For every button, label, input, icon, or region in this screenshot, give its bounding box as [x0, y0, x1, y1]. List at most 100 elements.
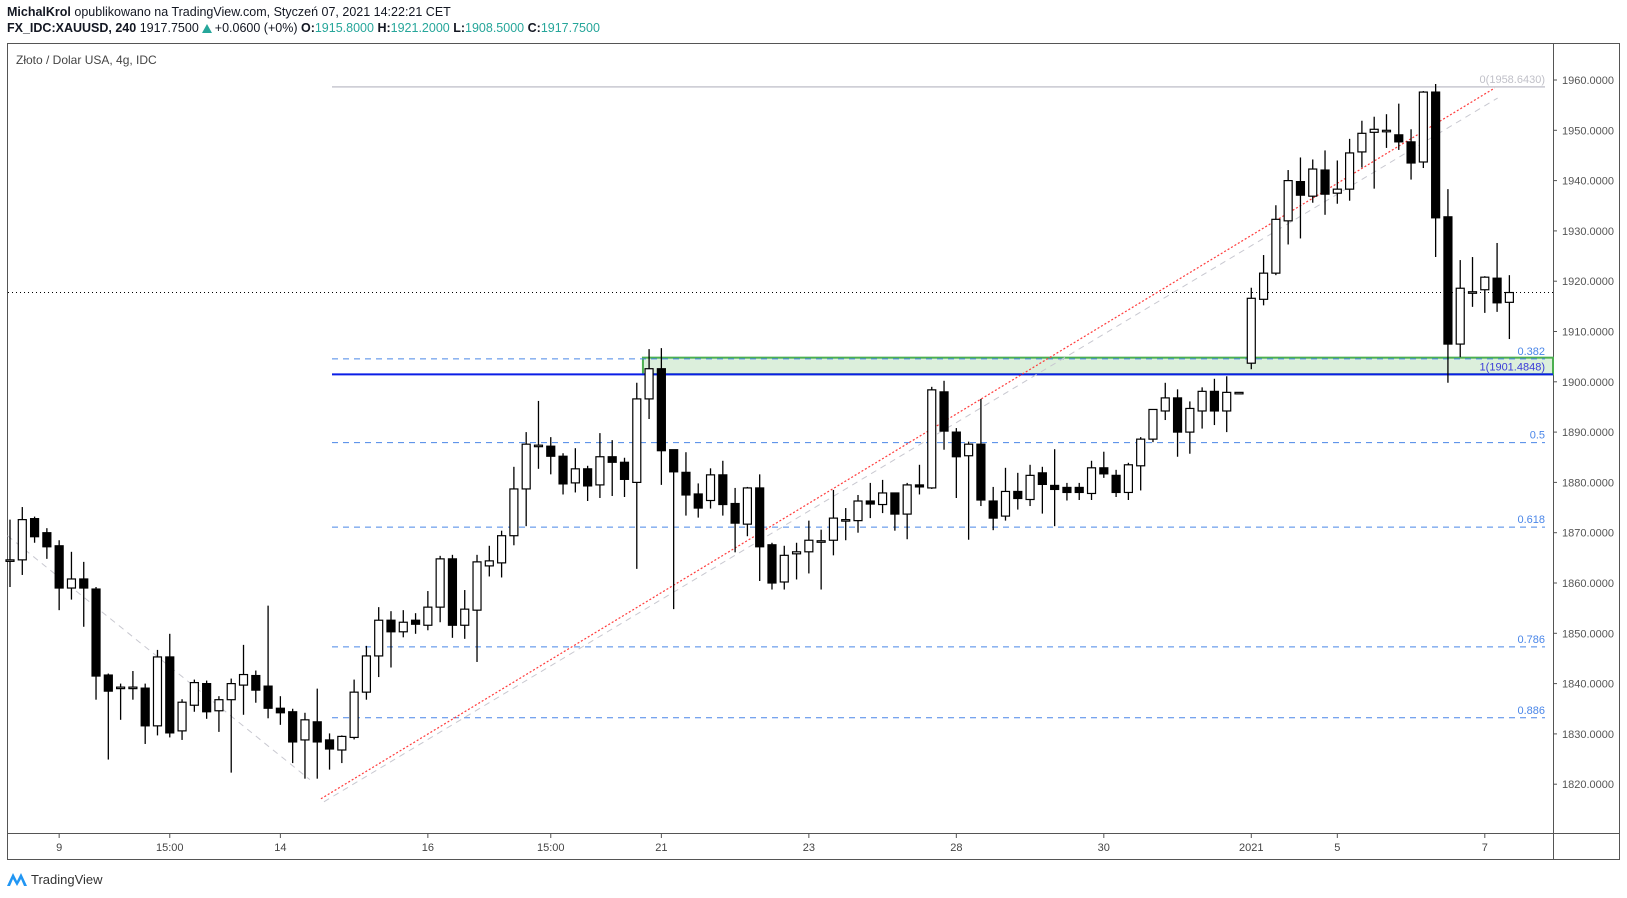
candle-body [1295, 181, 1306, 196]
close-label: C: [527, 21, 541, 35]
bearish-candle [1320, 150, 1330, 215]
bearish-candle [1443, 189, 1453, 383]
bullish-candle [398, 610, 408, 638]
bearish-candle [251, 670, 261, 703]
bullish-candle [570, 448, 580, 493]
candle-body [1480, 276, 1490, 291]
candle-body [1467, 291, 1478, 294]
bearish-candle [263, 605, 273, 719]
bearish-candle [54, 540, 64, 611]
bullish-candle [1345, 138, 1355, 201]
bullish-candle [214, 696, 224, 732]
time-tick-label: 16 [422, 842, 434, 854]
bearish-candle [1050, 449, 1060, 527]
bearish-candle [558, 453, 568, 495]
bullish-candle [1160, 382, 1170, 421]
price-tick-label: 1950.0000 [1562, 125, 1614, 137]
bearish-candle [546, 437, 556, 475]
bullish-candle [1357, 120, 1367, 168]
open-value: 1915.8000 [314, 21, 374, 35]
candle-body [1357, 132, 1367, 153]
candle-body [398, 621, 408, 633]
candle-body [189, 681, 199, 706]
price-tick-label: 1930.0000 [1562, 226, 1614, 238]
bearish-candle [1013, 472, 1023, 510]
candle-body [42, 532, 52, 548]
bullish-candle [1504, 275, 1514, 340]
candle-body [5, 559, 15, 562]
candle-body [1431, 91, 1441, 219]
candle-body [521, 443, 531, 490]
candle-body [1308, 168, 1318, 197]
bullish-candle [1185, 401, 1195, 454]
bearish-candle [865, 482, 875, 519]
publish-info: MichalKrol opublikowano na TradingView.c… [7, 5, 451, 19]
candle-body [644, 368, 654, 400]
gray-trend-line [7, 535, 311, 781]
candle-body [816, 540, 826, 543]
candle-body [619, 461, 630, 480]
bullish-candle [460, 590, 470, 639]
chart-frame[interactable] [7, 43, 1620, 860]
bullish-candle [1000, 467, 1011, 521]
bearish-candle [583, 465, 593, 502]
bullish-candle [742, 486, 753, 537]
candle-body [779, 554, 789, 583]
bullish-candle [1283, 170, 1293, 245]
bullish-candle [902, 482, 912, 540]
candle-body [17, 519, 27, 561]
bullish-candle [1222, 376, 1232, 433]
bullish-candle [804, 520, 814, 574]
bullish-candle [644, 349, 654, 420]
bearish-candle [202, 680, 212, 719]
bullish-candle [189, 679, 199, 712]
candle-body [1136, 438, 1146, 467]
time-tick-label: 23 [803, 842, 815, 854]
time-axis-border [7, 833, 1620, 834]
candle-body [718, 474, 728, 506]
candle-body [964, 443, 974, 457]
bearish-candle [1074, 482, 1084, 501]
candle-body [460, 608, 470, 626]
bullish-candle [1086, 460, 1097, 501]
bullish-candle [1025, 464, 1035, 507]
bullish-candle [1381, 114, 1392, 148]
candle-body [656, 368, 666, 452]
bullish-candle [177, 699, 187, 740]
candle-body [693, 493, 703, 509]
bearish-candle [1172, 389, 1183, 457]
author-name[interactable]: MichalKrol [7, 5, 71, 19]
bullish-candle [1136, 437, 1146, 491]
candle-body [275, 707, 285, 714]
price-tick-label: 1860.0000 [1562, 578, 1614, 590]
candle-body [841, 519, 851, 522]
candle-body [1050, 484, 1060, 491]
fib-level-label: 0.886 [1517, 705, 1545, 717]
candle-body [435, 558, 445, 608]
price-tick-label: 1840.0000 [1562, 679, 1614, 691]
bearish-candle [1209, 378, 1220, 426]
candle-body [484, 560, 494, 567]
candle-body [1099, 467, 1109, 475]
candle-body [1271, 218, 1281, 274]
bearish-candle [669, 449, 679, 610]
bullish-candle [853, 494, 863, 533]
candle-body [1222, 391, 1232, 412]
bearish-candle [1431, 84, 1441, 258]
candle-body [1197, 390, 1207, 412]
bullish-candle [1418, 91, 1428, 169]
candle-body [1504, 291, 1514, 303]
bullish-candle [964, 441, 974, 540]
bullish-candle [116, 683, 126, 720]
bearish-candle [288, 708, 298, 764]
bearish-candle [914, 464, 925, 495]
candle-body [927, 389, 937, 489]
bullish-candle [632, 382, 642, 569]
drawings-layer [7, 86, 1554, 803]
candle-body [410, 619, 421, 625]
bullish-candle [349, 679, 359, 740]
candle-body [128, 686, 138, 690]
tradingview-logo[interactable]: TradingView [6, 871, 103, 887]
candle-body [632, 398, 642, 484]
